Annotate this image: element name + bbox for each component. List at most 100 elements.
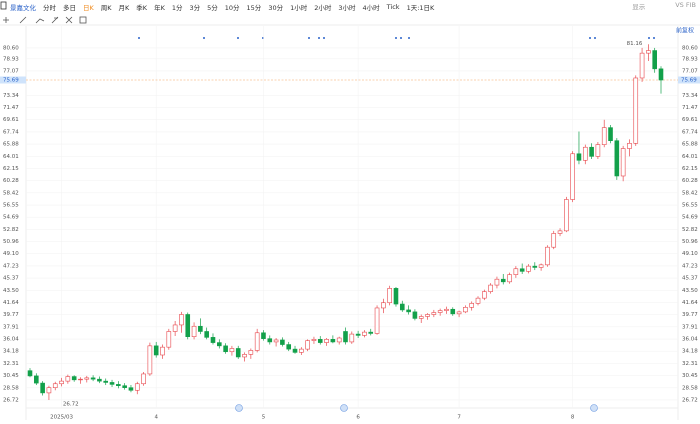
y-tick-label: 73.34 [3,93,19,99]
toolbar-item[interactable]: 4小时 [362,3,380,12]
candle-body [658,68,664,81]
last-price-label: 75.69 [3,78,19,84]
candle-body [160,346,165,356]
y-tick-label: 37.91 [682,324,698,330]
y-tick-label: 34.18 [3,349,19,355]
toolbar-item[interactable]: 1天:1日K [406,3,435,12]
x-tick-label: 8 [571,415,575,421]
panel-icon[interactable] [0,1,7,10]
candle-body [374,307,380,334]
x-tick-label: 4 [154,415,158,421]
candle-body [368,331,374,334]
candle-body [179,314,184,326]
candle-body [601,127,607,145]
candle-body [412,311,418,319]
y-tick-label: 49.10 [3,251,19,257]
drawing-tools [3,16,87,24]
candle-body [109,382,115,385]
candle-body [242,354,247,358]
y-tick-label: 54.69 [682,215,698,221]
y-tick-label: 62.15 [3,166,19,172]
candle-body [223,345,228,353]
candle-body [633,77,639,144]
poly-tool[interactable] [35,18,45,24]
toolbar-item[interactable]: 5分 [207,3,218,12]
line-tool[interactable] [19,16,27,24]
y-tick-label: 71.47 [3,105,19,111]
candle-body [507,274,512,283]
candle-body [166,331,172,348]
x-tick-label: 7 [457,415,461,421]
candle-body [71,376,77,381]
display-menu[interactable]: 显示 [632,3,646,11]
candle-body [78,378,83,381]
y-tick-label: 34.18 [682,349,698,355]
y-tick-label: 45.37 [682,276,698,282]
y-tick-label: 32.31 [682,361,698,367]
candle-body [519,268,525,272]
candle-body [494,278,500,286]
rect-tool[interactable] [79,16,87,24]
toolbar-item[interactable]: 多日 [63,3,76,12]
toolbar-item[interactable]: 2小时 [314,3,332,12]
toolbar-item[interactable]: 周K [100,3,112,12]
toolbar-item[interactable]: 30分 [268,3,284,12]
candle-body [204,331,209,338]
candle-body [513,268,519,275]
ray-tool[interactable] [51,16,59,24]
toolbar-item[interactable]: 日K [83,3,94,12]
y-tick-label: 36.04 [3,337,19,343]
toolbar-item[interactable]: 景嘉文化 [10,3,36,12]
toolbar-right: 显示 VS FIB [632,1,696,11]
toolbar-item[interactable]: 季K [136,3,148,12]
candle-body [582,146,588,161]
toolbar-item[interactable]: 3小时 [338,3,356,12]
candle-body [646,50,651,54]
toolbar-item[interactable]: 月K [118,3,130,12]
toolbar-item[interactable]: 10分 [224,3,240,12]
toolbar-item[interactable]: 15分 [246,3,262,12]
candle-body [147,345,153,375]
candle-body [305,340,310,350]
candle-body [639,52,645,79]
toolbar-item[interactable]: 分时 [43,3,56,12]
candle-body [198,325,203,332]
adjust-label[interactable]: 前复权 [676,27,694,35]
candle-body [254,332,260,351]
y-tick-label: 37.91 [3,324,19,330]
y-tick-label: 80.60 [682,45,698,51]
candle-body [172,324,178,332]
toolbar-item[interactable]: Tick [386,2,400,11]
y-tick-label: 32.31 [3,361,19,367]
toolbar-item[interactable]: 年K [154,3,165,12]
candle-body [627,143,632,149]
toolbar-item[interactable]: 3分 [189,3,201,12]
y-tick-label: 67.74 [3,129,19,135]
candle-body [387,288,392,304]
y-tick-label: 43.50 [682,288,698,294]
y-tick-label: 78.93 [3,56,19,62]
y-tick-label: 69.61 [3,117,19,123]
compare-button[interactable]: VS FIB [675,1,696,9]
candle-body [538,264,544,268]
candle-body [355,333,361,336]
event-badges[interactable] [235,404,598,412]
candle-body [393,288,399,305]
y-tick-label: 62.15 [682,166,698,172]
toolbar-item[interactable]: 1小时 [290,3,308,12]
candle-body [362,331,367,336]
candle-body [418,316,424,319]
high-label: 81.16 [627,41,643,47]
y-tick-label: 77.07 [682,68,698,74]
candle-body [488,284,493,292]
fib-tool[interactable] [65,16,73,24]
candle-body [526,265,531,272]
candle-body [444,308,449,311]
last-price-label: 75.69 [681,78,697,84]
cross-tool[interactable] [3,17,9,23]
candle-body [482,291,487,299]
candle-body [52,383,58,388]
candle-body [248,350,254,355]
toolbar-item[interactable]: 1分 [171,3,183,12]
